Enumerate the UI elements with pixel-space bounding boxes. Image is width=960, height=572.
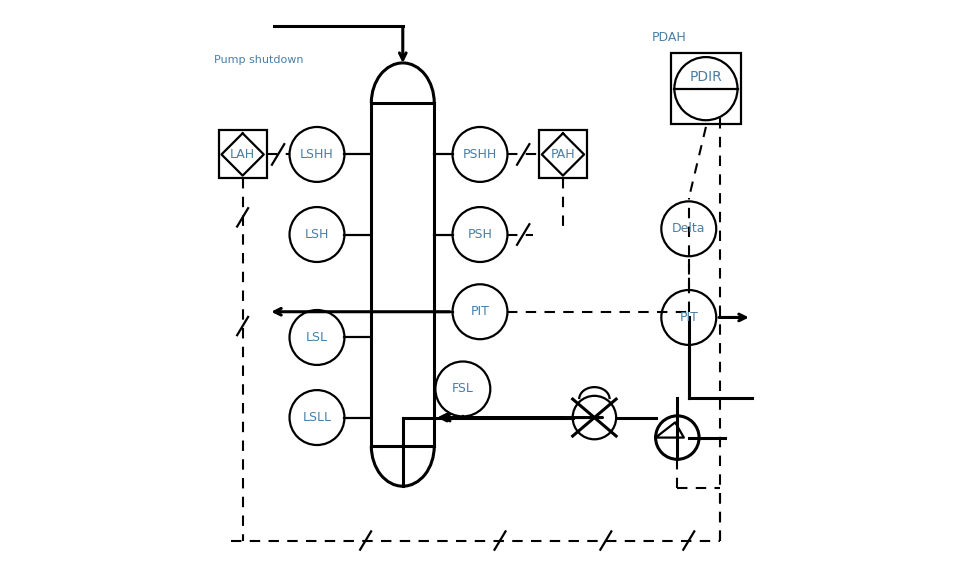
Text: PIT: PIT (470, 305, 490, 318)
Text: PDIR: PDIR (689, 70, 722, 84)
Bar (219, 130, 267, 178)
Text: PIT: PIT (680, 311, 698, 324)
Text: LSHH: LSHH (300, 148, 334, 161)
Text: PDAH: PDAH (652, 31, 686, 43)
Text: LAH: LAH (230, 148, 255, 161)
Text: LSL: LSL (306, 331, 328, 344)
Text: PSH: PSH (468, 228, 492, 241)
Text: LSLL: LSLL (302, 411, 331, 424)
Text: Pump shutdown: Pump shutdown (214, 55, 303, 65)
Text: Delta: Delta (672, 223, 706, 235)
Text: PAH: PAH (551, 148, 575, 161)
Text: LSH: LSH (304, 228, 329, 241)
Text: FSL: FSL (452, 383, 474, 395)
Bar (671, 53, 741, 124)
Text: PSHH: PSHH (463, 148, 497, 161)
Bar (539, 130, 587, 178)
